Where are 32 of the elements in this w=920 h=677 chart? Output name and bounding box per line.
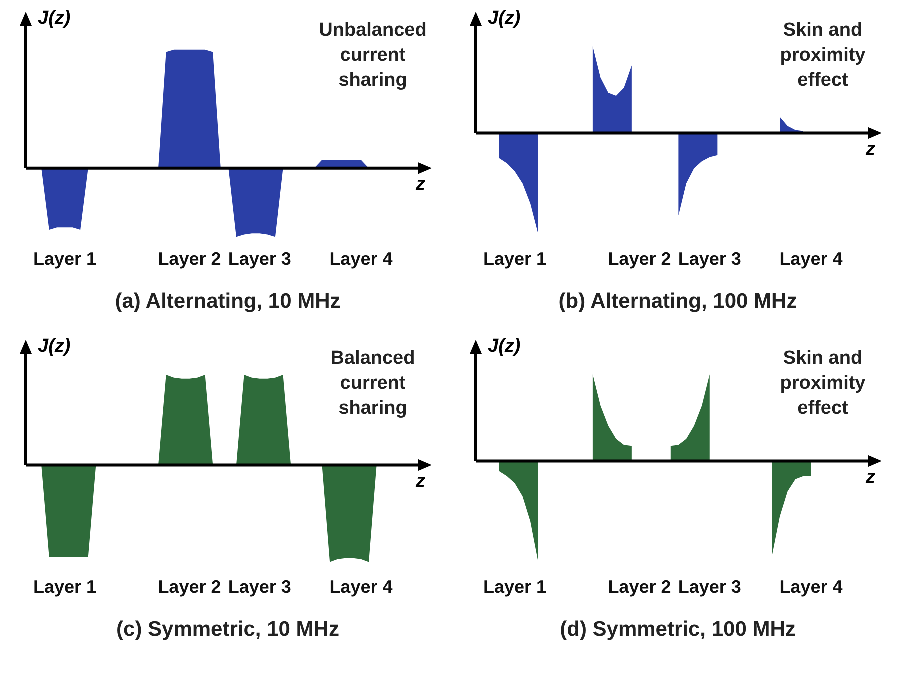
text: (d) Symmetric, 100 MHz [559,618,797,642]
x-tick-label: Layer 2 [158,248,222,269]
x-tick-label: Layer 2 [608,248,672,269]
x-tick-label: Layer 3 [678,248,742,269]
x-tick-label: Layer 1 [483,576,547,597]
y-axis-title: J(z) [488,336,521,358]
x-tick-label: Layer 1 [483,248,547,269]
y-axis-title: J(z) [38,8,71,30]
annotation: Unbalanced current sharing [318,19,428,93]
annotation: Balanced current sharing [330,347,416,421]
y-axis-title: J(z) [488,8,521,30]
x-tick-label: Layer 4 [780,576,843,597]
text: (b) Alternating, 100 MHz [558,290,798,314]
x-tick-label: Layer 2 [608,576,672,597]
annotation: Skin and proximity effect [779,19,867,93]
x-axis-title: z [866,467,876,490]
text: (c) Symmetric, 10 MHz [116,618,340,642]
x-tick-label: Layer 3 [228,576,292,597]
x-tick-label: Layer 3 [228,248,292,269]
x-axis-title: z [866,139,876,162]
x-tick-label: Layer 1 [33,248,97,269]
x-tick-label: Layer 1 [33,576,97,597]
x-tick-label: Layer 3 [678,576,742,597]
x-axis-title: z [416,471,426,494]
x-tick-label: Layer 4 [780,248,843,269]
x-axis-title: z [416,174,426,196]
text: (a) Alternating, 10 MHz [114,290,342,314]
x-tick-label: Layer 4 [330,576,393,597]
annotation: Skin and proximity effect [779,347,867,421]
y-axis-title: J(z) [38,336,71,358]
x-tick-label: Layer 4 [330,248,393,269]
x-tick-label: Layer 2 [158,576,222,597]
